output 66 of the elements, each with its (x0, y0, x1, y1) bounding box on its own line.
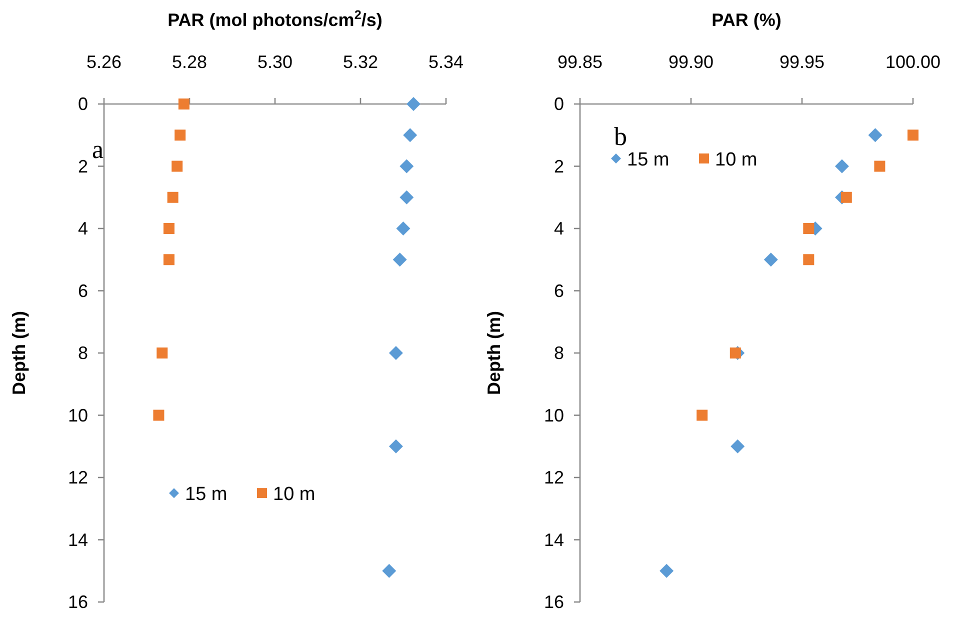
legend-label: 15 m (627, 149, 670, 170)
x-axis-title: PAR (%) (712, 10, 782, 30)
y-tick-label: 0 (78, 94, 88, 114)
point (696, 410, 708, 421)
legend-label: 10 m (273, 484, 316, 506)
point (400, 190, 414, 204)
point (908, 130, 918, 141)
x-tick-label: 100.00 (885, 52, 941, 72)
point (406, 97, 421, 111)
y-tick-label: 16 (68, 592, 88, 612)
y-tick-label: 6 (554, 280, 564, 301)
y-tick-label: 4 (554, 218, 564, 238)
y-tick-label: 4 (78, 218, 88, 238)
x-tick-label: 5.30 (257, 52, 293, 72)
point (730, 439, 745, 454)
y-tick-label: 8 (78, 343, 88, 363)
text: a (92, 135, 104, 164)
y-axis-title: Depth (m) (484, 311, 504, 395)
point (400, 159, 414, 174)
x-tick-label: 5.34 (428, 52, 464, 72)
point (172, 160, 183, 172)
point (167, 192, 178, 203)
y-tick-label: 12 (544, 468, 564, 488)
x-tick-label: 5.28 (172, 52, 208, 72)
x-axis-title: PAR (mol photons/cm$^{2}$/s) (168, 8, 382, 30)
point (660, 564, 674, 578)
y-tick-label: 10 (544, 405, 564, 426)
y-tick-label: 10 (68, 405, 88, 426)
point (840, 192, 852, 203)
point (834, 159, 849, 174)
x-tick-label: 99.90 (668, 52, 714, 72)
y-tick-label: 6 (78, 280, 88, 301)
y-tick-label: 8 (554, 343, 564, 363)
y-tick-label: 12 (68, 468, 88, 488)
legend-label: 10 m (715, 149, 758, 170)
point (403, 128, 418, 142)
x-tick-label: 99.95 (779, 52, 825, 72)
y-tick-label: 14 (544, 530, 564, 550)
point (396, 222, 410, 236)
annotation: b (614, 122, 627, 151)
point (803, 254, 814, 266)
point (163, 254, 174, 266)
point (388, 439, 403, 454)
y-tick-label: 2 (78, 156, 88, 176)
point (868, 128, 882, 142)
x-tick-label: 99.85 (557, 52, 603, 72)
point (388, 346, 403, 360)
point (163, 223, 174, 234)
y-tick-label: 16 (544, 592, 564, 612)
point (803, 223, 814, 234)
point (178, 98, 190, 110)
y-tick-label: 14 (68, 530, 88, 550)
y-axis-title: Depth (m) (9, 311, 29, 395)
point (153, 410, 164, 421)
x-tick-label: 5.32 (342, 52, 378, 72)
point (174, 130, 186, 141)
legend-label: 15 m (185, 484, 228, 506)
x-tick-label: 5.26 (86, 52, 122, 72)
point (156, 348, 168, 358)
point (874, 160, 886, 172)
point (730, 348, 741, 358)
y-tick-label: 2 (554, 156, 564, 176)
point (382, 564, 396, 578)
point (392, 252, 407, 267)
y-tick-label: 0 (554, 94, 564, 114)
point (764, 252, 778, 267)
